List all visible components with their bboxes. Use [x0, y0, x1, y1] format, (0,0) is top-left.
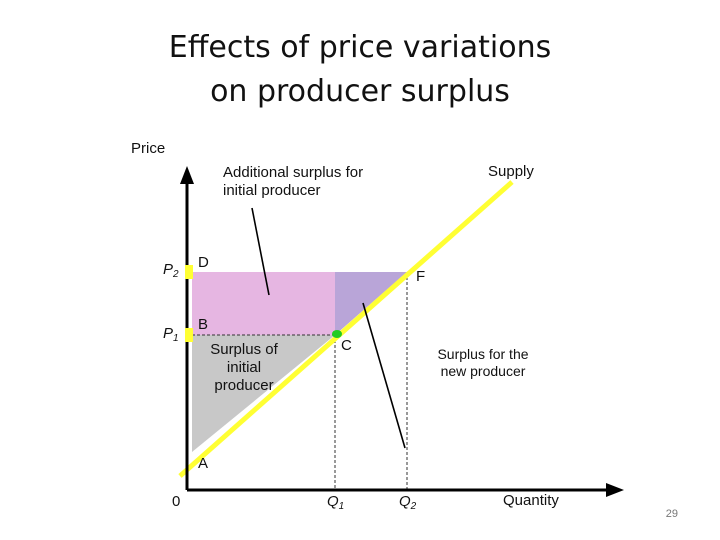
p2-label: P2	[163, 261, 179, 280]
new-surplus-line-2: new producer	[440, 363, 526, 379]
point-d-label: D	[198, 254, 209, 271]
x-axis-label: Quantity	[503, 492, 559, 509]
origin-label: 0	[172, 493, 181, 510]
supply-curve	[178, 180, 514, 478]
q1-label: Q1	[327, 493, 345, 512]
additional-surplus-line-1: Additional surplus for	[223, 164, 364, 181]
new-surplus-pointer	[362, 302, 406, 449]
initial-surplus-line-1: Surplus of	[210, 341, 278, 358]
additional-surplus-line-2: initial producer	[223, 182, 321, 199]
additional-surplus-annotation: Additional surplus for initial producer	[223, 164, 363, 200]
title-line-1: Effects of price variations	[168, 30, 552, 65]
point-a-label: A	[198, 455, 209, 472]
point-c-label: C	[341, 337, 352, 354]
new-surplus-annotation: Surplus for the new producer	[420, 346, 546, 380]
initial-surplus-annotation: Surplus of initial producer	[196, 341, 292, 395]
point-c-marker	[332, 330, 342, 338]
additional-surplus-pointer	[251, 207, 270, 296]
x-axis-arrowhead	[606, 483, 624, 497]
page-title: Effects of price variations on producer …	[0, 26, 720, 114]
p2-marker	[185, 265, 193, 279]
q2-label: Q2	[399, 493, 417, 512]
point-b-label: B	[198, 316, 209, 333]
y-axis-arrowhead	[180, 166, 194, 184]
new-surplus-line-1: Surplus for the	[437, 346, 529, 362]
additional-surplus-region	[192, 272, 335, 335]
y-axis-label: Price	[131, 140, 166, 157]
point-f-label: F	[416, 268, 426, 285]
p1-label: P1	[163, 325, 179, 344]
initial-surplus-line-2: initial	[226, 359, 262, 376]
initial-surplus-region	[192, 335, 335, 452]
page-number: 29	[665, 508, 678, 520]
supply-label: Supply	[488, 163, 534, 180]
title-line-2: on producer surplus	[210, 74, 510, 109]
p1-marker	[185, 328, 193, 342]
initial-surplus-line-3: producer	[214, 377, 274, 394]
